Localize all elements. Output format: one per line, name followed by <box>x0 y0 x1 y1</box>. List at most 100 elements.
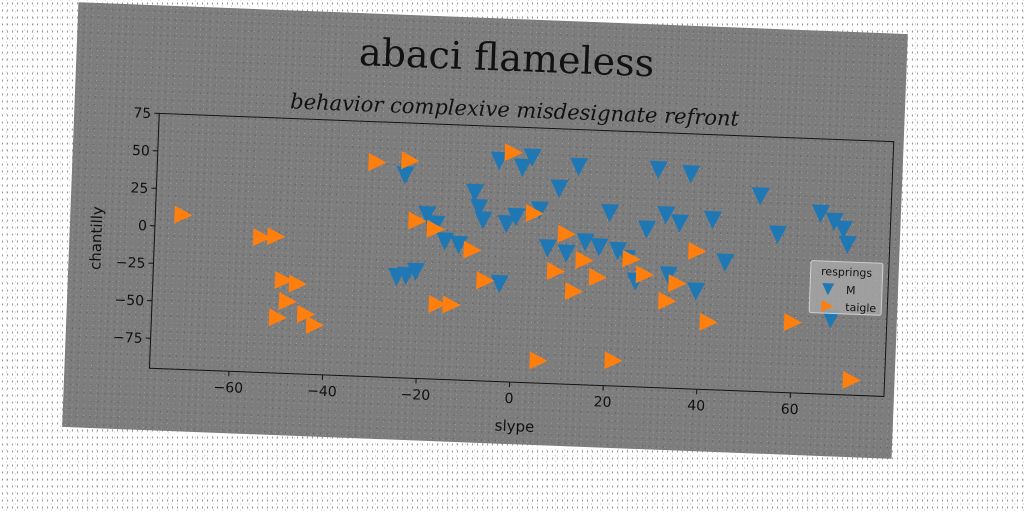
point-marker <box>649 160 668 180</box>
chart-figure: abaci flameless behavior complexive misd… <box>62 2 908 459</box>
y-tick-label: 75 <box>133 105 151 122</box>
x-tick-label: 40 <box>687 398 705 415</box>
point-marker <box>474 211 493 230</box>
x-tick-label: 60 <box>780 401 798 418</box>
point-marker <box>266 227 286 246</box>
point-marker <box>396 166 415 185</box>
legend-title: resprings <box>821 265 873 280</box>
point-marker <box>557 244 576 263</box>
point-marker <box>466 183 485 203</box>
x-tick-label: 20 <box>593 394 611 411</box>
point-marker <box>834 220 853 239</box>
point-marker <box>716 253 735 272</box>
point-marker <box>635 265 654 284</box>
point-marker <box>274 270 294 289</box>
point-marker <box>838 235 857 254</box>
point-marker <box>575 251 594 269</box>
point-marker <box>783 313 803 332</box>
point-marker <box>463 240 482 259</box>
point-marker <box>699 312 718 331</box>
point-marker <box>476 271 495 290</box>
point-marker <box>490 151 509 170</box>
point-marker <box>564 282 584 301</box>
point-marker <box>557 224 576 243</box>
y-axis-ticks: 75 50 25 0 −25 −50 −75 <box>113 105 160 347</box>
chart-title: behavior complexive misdesignate refront <box>290 89 740 130</box>
x-tick-label: −60 <box>213 380 243 397</box>
point-marker <box>408 211 427 230</box>
point-marker <box>604 351 623 370</box>
point-marker <box>525 204 544 223</box>
point-marker <box>671 214 690 233</box>
x-axis-ticks: −60 −40 −20 0 20 40 60 <box>213 371 799 418</box>
point-marker <box>418 205 437 225</box>
point-marker <box>504 143 523 162</box>
point-marker <box>682 165 701 184</box>
point-marker <box>470 198 489 218</box>
point-marker <box>288 274 307 293</box>
point-marker <box>658 291 677 310</box>
point-marker <box>609 241 628 261</box>
point-marker <box>538 239 557 258</box>
point-marker <box>406 262 425 281</box>
point-marker <box>769 225 788 244</box>
point-marker <box>601 203 620 223</box>
point-marker <box>252 228 272 247</box>
point-marker <box>588 268 608 287</box>
point-marker <box>442 295 461 314</box>
point-marker <box>450 235 469 254</box>
point-marker <box>688 241 707 260</box>
point-marker <box>305 315 325 334</box>
x-axis-label: slype <box>494 417 534 437</box>
point-marker <box>490 274 509 294</box>
point-marker <box>638 220 657 239</box>
point-marker <box>657 206 676 225</box>
point-marker <box>427 215 446 234</box>
y-tick-label: 50 <box>132 143 150 160</box>
point-marker <box>590 238 609 257</box>
point-marker <box>812 204 831 223</box>
point-marker <box>659 266 678 285</box>
point-marker <box>523 148 542 167</box>
point-marker <box>546 261 566 280</box>
point-marker <box>622 249 641 268</box>
point-marker <box>507 207 526 227</box>
point-marker <box>576 233 595 252</box>
figure-title: abaci flameless <box>358 30 655 85</box>
y-tick-label: −50 <box>114 292 144 309</box>
x-tick-label: −40 <box>307 383 337 400</box>
point-marker <box>687 282 706 301</box>
y-axis-label: chantilly <box>86 206 106 270</box>
point-marker <box>513 158 532 177</box>
point-marker <box>842 370 861 389</box>
point-marker <box>368 152 387 171</box>
point-marker <box>428 294 447 313</box>
point-marker <box>570 157 589 177</box>
point-marker <box>751 187 770 206</box>
point-marker <box>822 309 841 329</box>
point-marker <box>401 151 420 170</box>
x-tick-label: 0 <box>504 391 514 407</box>
y-tick-label: 25 <box>130 180 148 197</box>
point-marker <box>531 201 550 220</box>
y-tick-label: −25 <box>116 255 146 272</box>
legend-marker <box>821 299 834 312</box>
point-marker <box>704 210 723 230</box>
point-marker <box>296 304 316 323</box>
legend-label: taigle <box>845 301 877 315</box>
chart-svg: abaci flameless behavior complexive misd… <box>86 30 895 437</box>
series-taigle-points <box>174 143 861 389</box>
y-tick-label: 0 <box>138 218 148 234</box>
point-marker <box>426 219 445 238</box>
legend-marker <box>822 282 835 296</box>
point-marker <box>174 205 193 224</box>
plot-area <box>148 112 895 397</box>
point-marker <box>668 274 687 293</box>
legend-label: M <box>846 284 856 297</box>
point-marker <box>497 214 516 234</box>
legend-box <box>808 260 884 316</box>
series-m-points <box>387 148 857 329</box>
point-marker <box>278 292 297 311</box>
